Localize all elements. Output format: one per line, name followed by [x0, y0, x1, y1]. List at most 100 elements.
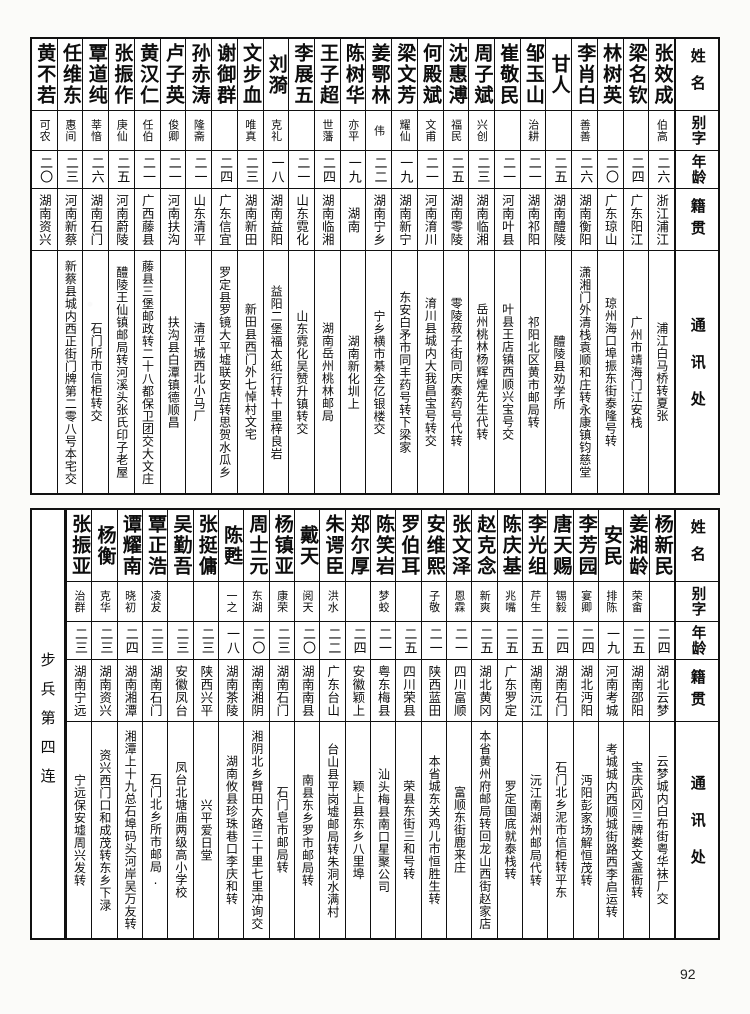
entry-origin: 湖南资兴: [32, 189, 57, 251]
roster-entry-column[interactable]: 郑尔厚 二四 安徽颖上 颖上县东乡八里埠: [344, 510, 371, 938]
roster-entry-column[interactable]: 朱谔臣 洪水 二二 广东台山 台山县平岗墟邮局转朱洞水满村: [319, 510, 345, 938]
entry-name-text: 覃正浩: [145, 514, 168, 577]
roster-entry-column[interactable]: 甘人 二五 湖南醴陵 醴陵县劝学所: [545, 39, 572, 493]
entry-name: 何殿斌: [417, 39, 443, 111]
roster-entry-column[interactable]: 黄汉仁 任伯 二一 广西藤县 藤县三堡邮政转二十八都保卫团交大文庄: [133, 39, 160, 493]
roster-entry-column[interactable]: 张挺傭 二三 陕西兴平 兴平爱日堂: [192, 510, 219, 938]
entry-age: 二三: [269, 622, 295, 660]
roster-entry-column[interactable]: 文步血 唯真 二三 湖南新田 新田县西门外七悼村文宅: [236, 39, 263, 493]
entry-address: 东安白矛市同丰药号转下梁家: [392, 251, 417, 493]
roster-entry-column[interactable]: 安民 排陈 一九 河南考城 考城城内西顺城街路西李启运转: [598, 510, 624, 938]
roster-entry-column[interactable]: 林树英 二〇 广东琼山 琼州海口埠振东街泰隆号转: [596, 39, 623, 493]
roster-entry-column[interactable]: 梁文芳 耀仙 一九 湖南新宁 东安白矛市同丰药号转下梁家: [391, 39, 417, 493]
entry-age-text: 二〇: [37, 155, 53, 184]
entry-age: 二一: [421, 622, 447, 660]
roster-entry-column[interactable]: 姜鄂林伟二二 湖南宁乡 宁乡横市綦全亿银楼交: [365, 39, 392, 493]
entry-age: 一九: [599, 622, 624, 660]
roster-entry-column[interactable]: 戴天 阅天 二〇 湖南南县 南县东乡罗市邮局转: [294, 510, 320, 938]
entry-age: 二五: [109, 151, 134, 189]
roster-entry-column[interactable]: 周士元 东湖 二〇 湖南湘阴 湘阴北乡臂田大路三十里七里冲询交: [243, 510, 269, 938]
roster-entry-column[interactable]: 张振亚 治群 二三 湖南宁远 宁远保安墟周兴发转: [66, 510, 92, 938]
entry-address-text: 石门所市信柜转交: [89, 322, 104, 422]
row-header-alias: 别字: [676, 111, 718, 151]
roster-entry-column[interactable]: 唐天赐 锡毅 二四 湖南石门 石门北乡泥市信柜转平东: [547, 510, 573, 938]
entry-name-text: 覃道纯: [85, 43, 108, 106]
roster-entry-column[interactable]: 梁名钦 二四 广东阳江 广州市靖海门江安栈: [622, 39, 649, 493]
entry-age-text: 二三: [173, 626, 189, 655]
entry-address: 沔阳彭家场解恒茂转: [574, 722, 598, 938]
entry-age: 二三: [143, 622, 168, 660]
roster-entry-column[interactable]: 王子超 世藩 二四 湖南临湘 湖南岳州桃林邮局: [313, 39, 340, 493]
roster-entry-column[interactable]: 陈笑岩 梦蛟 二一 粤东梅县 汕头梅县南口星聚公司: [370, 510, 396, 938]
entry-origin: 安徽颖上: [345, 660, 371, 722]
entry-origin: 河南蔚陵: [109, 189, 134, 251]
roster-entry-column[interactable]: 杨新民 二四 湖北云梦 云梦城内白布街粤华袜厂交: [648, 510, 674, 938]
roster-entry-column[interactable]: 周子斌 兴创 二三 湖南临湘 岳州桃林杨辉煌先生代转: [468, 39, 494, 493]
entry-origin-text: 湖南宁远: [71, 664, 87, 717]
entry-alias-text: 凌犮: [148, 590, 162, 613]
entry-address-text: 琼州海口埠振东街泰隆号转: [603, 297, 618, 447]
roster-entry-column[interactable]: 杨镇亚 康荣 二三 湖南石门 石门皂市邮局转: [268, 510, 295, 938]
roster-entry-column[interactable]: 李光组 芹生 二五 湖南沅江 沅江南湖州邮局代转: [522, 510, 548, 938]
roster-entry-column[interactable]: 陈庆基 兆嘴 二五 广东罗定 罗定国底就泰栈转: [496, 510, 523, 938]
roster-entry-column[interactable]: 张振作 庚仙 二五 河南蔚陵 醴陵王仙镇邮局转河溪头张氏印子老屋: [108, 39, 134, 493]
entry-name-text: 唐天赐: [550, 514, 573, 577]
entry-age-text: 二三: [474, 155, 490, 184]
roster-entry-column[interactable]: 孙赤涛 隆斋 二一 山东清平 清平城西北小马厂: [185, 39, 212, 493]
entry-alias-text: 晓初: [123, 590, 137, 613]
entry-address-text: 藤县三堡邮政转二十八都保卫团交大文庄: [140, 259, 155, 485]
roster-entry-column[interactable]: 陈树华 亦平 一九 湖南 湖南新化圳上: [339, 39, 366, 493]
roster-entry-column[interactable]: 刘漪 克礼 一八 湖南益阳 益阳二堡福太纸行转十里梓良岩: [262, 39, 289, 493]
entry-alias: 治耕: [520, 111, 546, 151]
roster-entry-column[interactable]: 谢御群 二四 广东信宜 罗定县罗镜大平墟联安店转思贺水瓜乡: [211, 39, 237, 493]
entry-address-text: 本省城东关鸡儿市恒胜生转: [427, 755, 442, 905]
entry-address-text: 罗定县罗镜大平墟联安店转思贺水瓜乡: [217, 265, 232, 479]
roster-entry-column[interactable]: 黄不若 可农 二〇 湖南资兴: [32, 39, 57, 493]
entry-origin: 湖南沅江: [523, 660, 548, 722]
roster-entry-column[interactable]: 覃正浩 凌犮 二三 湖南石门 石门北乡所市邮局.: [142, 510, 168, 938]
entry-name: 甘人: [546, 39, 572, 111]
roster-entry-column[interactable]: 何殿斌 文甫 二一 河南淯川 淯川县城内大我昌宝号转交: [416, 39, 443, 493]
entry-origin: 湖南茶陵: [219, 660, 244, 722]
entry-alias: 新爽: [472, 582, 497, 622]
entry-origin: 湖南醴陵: [546, 189, 572, 251]
roster-entry-column[interactable]: 张文泽 恩霖 二一 四川富顺 富顺东街鹿来庄: [446, 510, 472, 938]
entry-address: 沅江南湖州邮局代转: [523, 722, 547, 938]
roster-entry-column[interactable]: 邹玉山 治耕 二一 湖南祁阳 祁阳北区黄市邮局转: [519, 39, 546, 493]
roster-entry-column[interactable]: 沈惠溥 福民 二五 湖南零陵 零陵菽子街同庆泰药号代转: [442, 39, 469, 493]
entry-alias-text: 莘愔: [89, 119, 103, 142]
roster-entry-column[interactable]: 任维东 惠间 二三 河南新蔡 新蔡县城内西正街门牌第二零八号本宅交: [56, 39, 83, 493]
roster-entry-column[interactable]: 李肖白 善善 二六 湖南衡阳 潇湘门外清栈袁顺和庄转永康镇钧慈堂: [571, 39, 597, 493]
roster-entry-column[interactable]: 覃道纯 莘愔 二六 湖南石门 石门所市信柜转交: [82, 39, 109, 493]
entry-origin-text: 广西藤县: [139, 193, 155, 246]
roster-entry-column[interactable]: 李展五 二一 山东霓化 山东霓化吴赞升镇转交: [288, 39, 314, 493]
roster-entry-column[interactable]: 罗伯耳 二五 四川荣县 荣县东街三和号转: [395, 510, 421, 938]
entry-name-text: 刘漪: [265, 53, 288, 96]
roster-entry-column[interactable]: 崔敬民 二一 河南叶县 叶县王店镇西顺兴宝号交: [493, 39, 520, 493]
entry-name: 黄不若: [32, 39, 57, 111]
row-header-origin-text: 籍贯: [688, 668, 707, 713]
roster-entry-column[interactable]: 杨衡 克华 二三 湖南资兴 资兴西门口和成茂转东乡下渌: [91, 510, 117, 938]
entry-alias: 耀仙: [392, 111, 417, 151]
row-header-column: 姓名 别字 年龄 籍贯 通讯处: [674, 510, 718, 938]
entry-alias-text: 阅天: [300, 590, 314, 613]
entry-alias: 芹生: [523, 582, 548, 622]
roster-entry-column[interactable]: 赵克念 新爽 二五 湖北黄冈 本省黄州府邮局转回龙山西街赵家店: [471, 510, 497, 938]
roster-entry-column[interactable]: 姜湘龄 荣畲 二五 湖南邵阳 宝庆武冈三牌娄文盏衙转: [623, 510, 649, 938]
entry-name: 张振亚: [67, 510, 92, 582]
entry-alias-text: 子敬: [427, 590, 441, 613]
entry-alias-text: 伟: [372, 124, 386, 137]
roster-entry-column[interactable]: 张效成 伯高 二六 浙江浦江 浦江白马桥转夏张: [648, 39, 674, 493]
entry-name-text: 安民: [601, 524, 624, 567]
entry-origin-text: 湖南湘潭: [122, 664, 138, 717]
entry-origin: 四川荣县: [396, 660, 421, 722]
entry-address-text: 零陵菽子街同庆泰药号代转: [449, 297, 464, 447]
roster-entry-column[interactable]: 李芳园 宴卿 二四 湖北沔阳 沔阳彭家场解恒茂转: [572, 510, 599, 938]
entry-name-text: 杨衡: [94, 524, 117, 567]
roster-entry-column[interactable]: 陈甦 一之 一八 湖南茶陵 湖南攸县珍珠巷口李庆和转: [218, 510, 244, 938]
roster-entry-column[interactable]: 安维熙 子敬 二一 陕西蓝田 本省城东关鸡儿市恒胜生转: [420, 510, 447, 938]
roster-entry-column[interactable]: 吴勤吾 二三 安徽凤台 凤台北塘庙两级高小学校: [167, 510, 193, 938]
roster-entry-column[interactable]: 卢子英 俊卿 二一 河南扶沟 扶沟县白潭镇德顺昌: [159, 39, 186, 493]
entry-name: 杨衡: [92, 510, 117, 582]
roster-entry-column[interactable]: 谭耀南 晓初 二四 湖南湘潭 湘潭上十九总石埠码头河岸吴万友转: [116, 510, 143, 938]
